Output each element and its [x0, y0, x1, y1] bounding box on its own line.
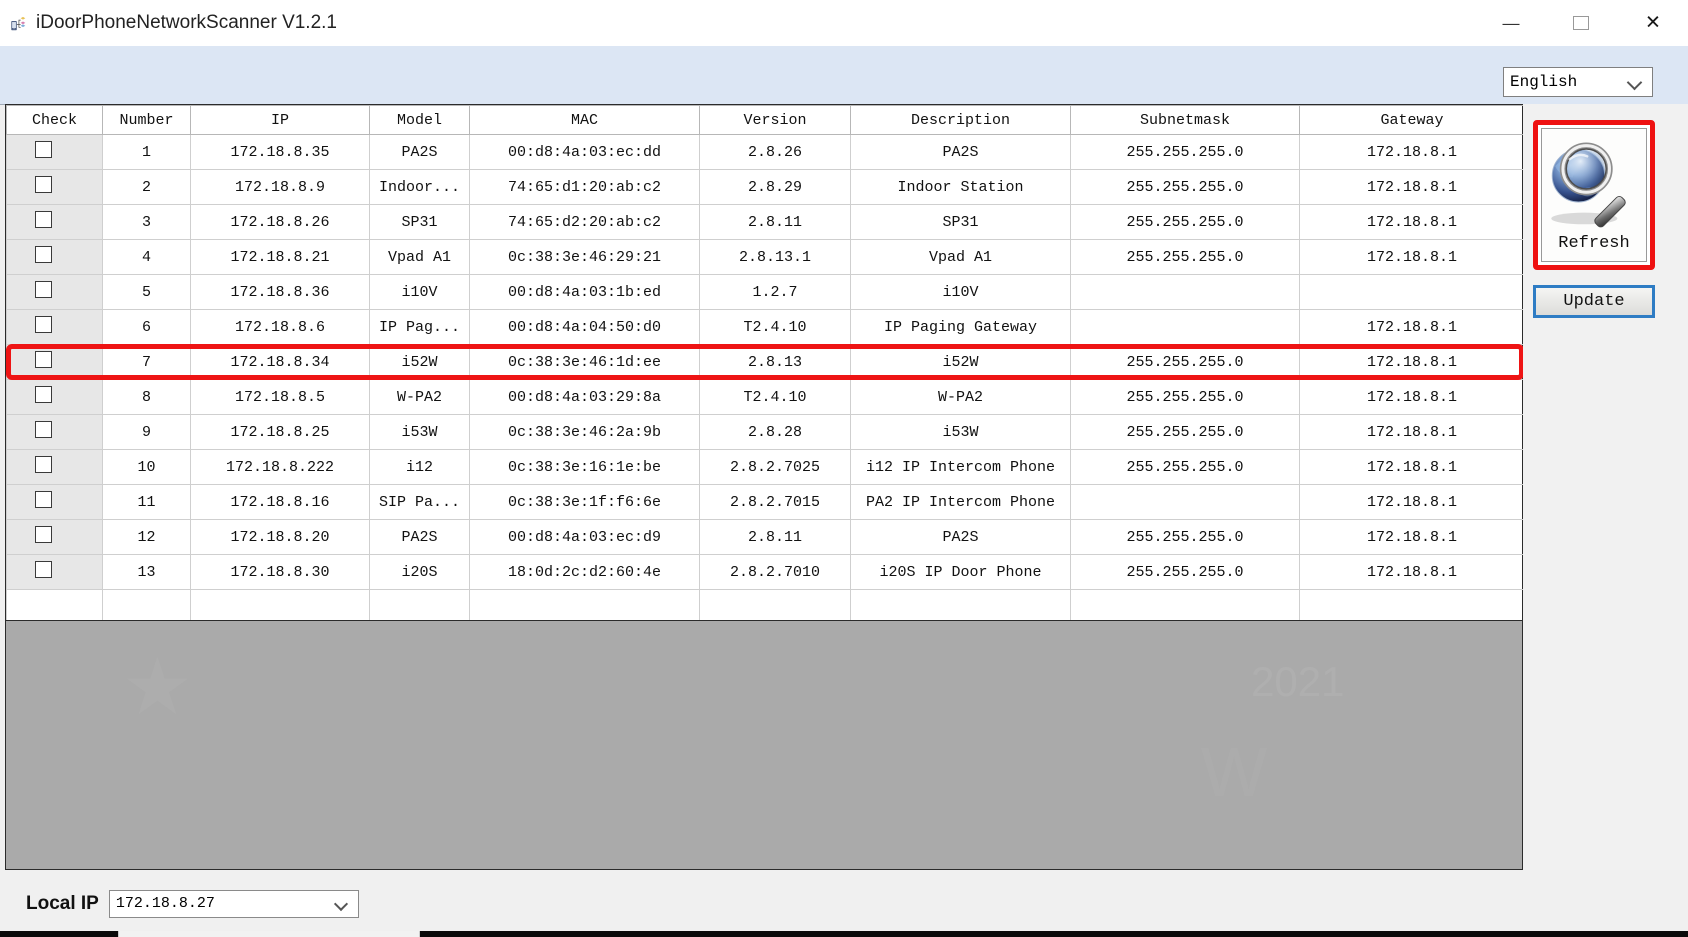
svg-text:2021: 2021: [1251, 658, 1344, 705]
svg-text:★: ★: [126, 648, 189, 726]
svg-text:W: W: [1201, 733, 1267, 811]
